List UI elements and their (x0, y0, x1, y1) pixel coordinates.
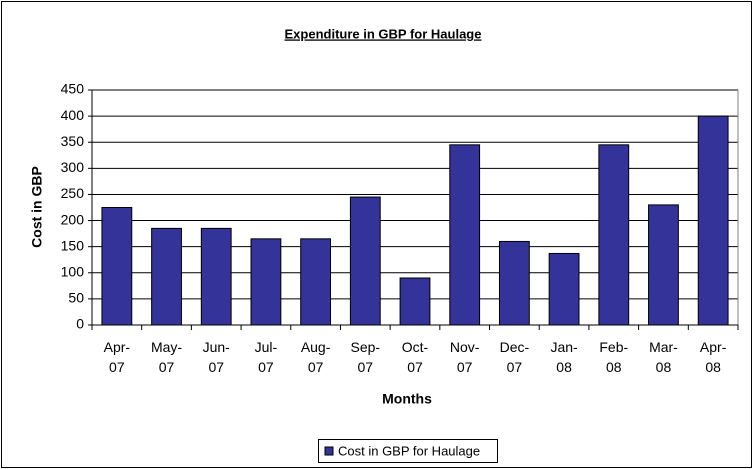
y-tick-label: 150 (61, 237, 85, 253)
bar (101, 207, 133, 326)
x-tick-label: Mar-08 (649, 339, 678, 375)
y-tick-label: 200 (61, 211, 85, 227)
bar (449, 144, 481, 326)
x-tick-label: Jan-08 (550, 339, 578, 375)
x-tick-label: May-07 (151, 339, 182, 375)
y-tick-label: 0 (76, 316, 84, 332)
bar (498, 240, 530, 326)
y-tick-label: 350 (61, 133, 85, 149)
x-tick-label: Dec-07 (500, 339, 530, 375)
legend (318, 439, 498, 463)
x-tick-label: Nov-07 (450, 339, 480, 375)
x-tick-label: Oct-07 (402, 339, 429, 375)
legend-label: Cost in GBP for Haulage (338, 443, 480, 458)
bar (250, 238, 282, 326)
y-tick-label: 400 (61, 107, 85, 123)
x-axis-label: Months (382, 391, 432, 407)
y-tick-label: 300 (61, 159, 85, 175)
bar (151, 227, 182, 326)
bar (598, 144, 630, 326)
bar (399, 277, 431, 326)
bar (300, 238, 332, 326)
x-tick-label: Apr-07 (104, 339, 131, 375)
x-tick-label: Jun-07 (203, 339, 231, 375)
x-tick-label: Feb-08 (599, 339, 628, 375)
x-tick-label: Aug-07 (301, 339, 331, 375)
bar (697, 115, 729, 326)
bar (548, 252, 580, 326)
y-tick-label: 100 (61, 263, 85, 279)
chart-title: Expenditure in GBP for Haulage (285, 26, 482, 41)
bar (200, 227, 232, 326)
y-tick-label: 250 (61, 185, 85, 201)
y-tick-label: 450 (61, 81, 85, 97)
x-tick-label: Jul-07 (255, 339, 278, 375)
y-axis-label: Cost in GBP (29, 166, 45, 248)
x-tick-label: Sep-07 (351, 339, 381, 375)
x-tick-label: Apr-08 (700, 339, 727, 375)
legend-swatch (324, 446, 334, 456)
y-tick-label: 50 (68, 290, 84, 306)
bar (349, 196, 381, 326)
bar (648, 204, 679, 326)
